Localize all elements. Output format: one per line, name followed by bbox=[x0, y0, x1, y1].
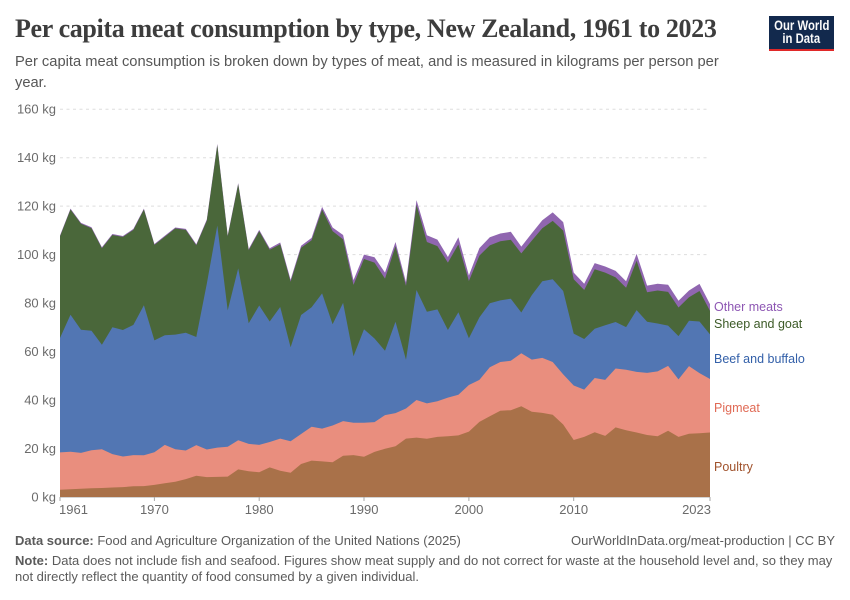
svg-text:100 kg: 100 kg bbox=[17, 247, 56, 262]
svg-text:Pigmeat: Pigmeat bbox=[714, 401, 760, 415]
svg-text:40 kg: 40 kg bbox=[24, 393, 56, 408]
svg-text:Sheep and goat: Sheep and goat bbox=[714, 317, 803, 331]
svg-text:1980: 1980 bbox=[245, 502, 274, 517]
svg-text:0 kg: 0 kg bbox=[31, 490, 56, 505]
svg-text:60 kg: 60 kg bbox=[24, 344, 56, 359]
svg-text:80 kg: 80 kg bbox=[24, 296, 56, 311]
svg-text:Poultry: Poultry bbox=[714, 460, 754, 474]
svg-text:2010: 2010 bbox=[559, 502, 588, 517]
svg-text:2023: 2023 bbox=[682, 502, 711, 517]
svg-text:1990: 1990 bbox=[350, 502, 379, 517]
svg-text:120 kg: 120 kg bbox=[17, 199, 56, 214]
svg-text:2000: 2000 bbox=[454, 502, 483, 517]
svg-text:160 kg: 160 kg bbox=[17, 102, 56, 117]
svg-text:20 kg: 20 kg bbox=[24, 441, 56, 456]
svg-text:Beef and buffalo: Beef and buffalo bbox=[714, 352, 805, 366]
svg-text:1961: 1961 bbox=[59, 502, 88, 517]
svg-text:140 kg: 140 kg bbox=[17, 150, 56, 165]
svg-text:Other meats: Other meats bbox=[714, 300, 783, 314]
svg-text:1970: 1970 bbox=[140, 502, 169, 517]
